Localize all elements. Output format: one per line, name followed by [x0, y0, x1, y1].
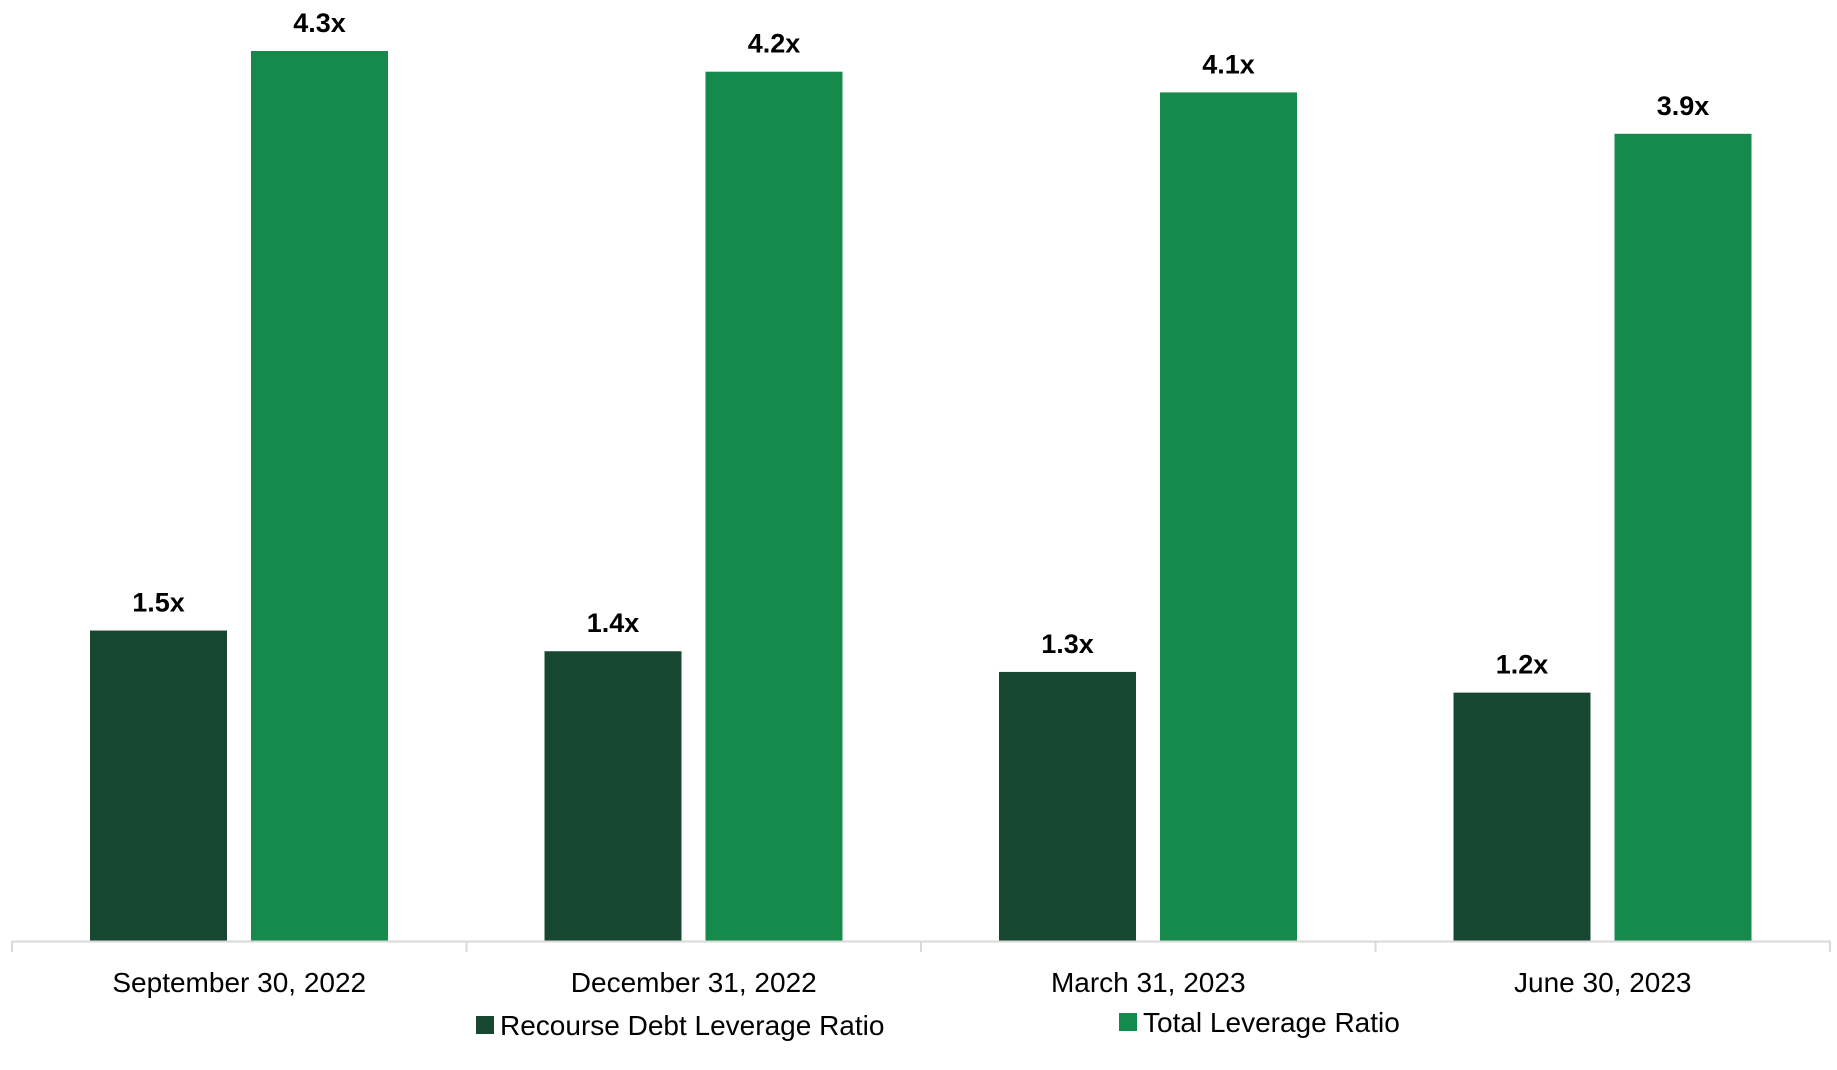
bar-recourse-debt-leverage-ratio-march-31-2023 — [999, 671, 1136, 941]
data-label-total-leverage-ratio-september-30-2022: 4.3x — [293, 8, 346, 38]
bar-recourse-debt-leverage-ratio-june-30-2023 — [1453, 692, 1591, 941]
bar-recourse-debt-leverage-ratio-september-30-2022 — [90, 630, 227, 941]
bar-total-leverage-ratio-december-31-2022 — [705, 71, 843, 941]
data-label-recourse-debt-leverage-ratio-june-30-2023: 1.2x — [1496, 650, 1549, 680]
bar-total-leverage-ratio-march-31-2023 — [1160, 92, 1297, 942]
bar-recourse-debt-leverage-ratio-december-31-2022 — [544, 651, 682, 941]
data-label-total-leverage-ratio-june-30-2023: 3.9x — [1657, 91, 1710, 121]
legend: Recourse Debt Leverage Ratio Total Levera… — [476, 1007, 1400, 1041]
category-label-june-30-2023: June 30, 2023 — [1514, 967, 1692, 998]
bar-total-leverage-ratio-june-30-2023 — [1614, 133, 1752, 941]
legend-label-recourse-debt-leverage-ratio: Recourse Debt Leverage Ratio — [500, 1010, 884, 1041]
category-axis — [11, 940, 1831, 952]
category-labels-group: September 30, 2022 December 31, 2022 March… — [112, 967, 1691, 998]
bars-group — [90, 51, 1752, 942]
value-labels-group: 1.5x 4.3x 1.4x 4.2x 1.3x 4.1x 1.2x 3.9x — [132, 8, 1709, 680]
legend-swatch-total-leverage-ratio — [1119, 1013, 1137, 1031]
bar-total-leverage-ratio-september-30-2022 — [251, 51, 388, 941]
data-label-recourse-debt-leverage-ratio-september-30-2022: 1.5x — [132, 588, 185, 618]
legend-swatch-recourse-debt-leverage-ratio — [476, 1016, 494, 1034]
category-label-september-30-2022: September 30, 2022 — [112, 967, 366, 998]
data-label-total-leverage-ratio-december-31-2022: 4.2x — [748, 29, 801, 59]
data-label-recourse-debt-leverage-ratio-december-31-2022: 1.4x — [587, 608, 640, 638]
data-label-total-leverage-ratio-march-31-2023: 4.1x — [1202, 49, 1255, 79]
category-label-december-31-2022: December 31, 2022 — [571, 967, 817, 998]
category-label-march-31-2023: March 31, 2023 — [1051, 967, 1246, 998]
legend-label-total-leverage-ratio: Total Leverage Ratio — [1143, 1007, 1400, 1038]
data-label-recourse-debt-leverage-ratio-march-31-2023: 1.3x — [1041, 629, 1094, 659]
